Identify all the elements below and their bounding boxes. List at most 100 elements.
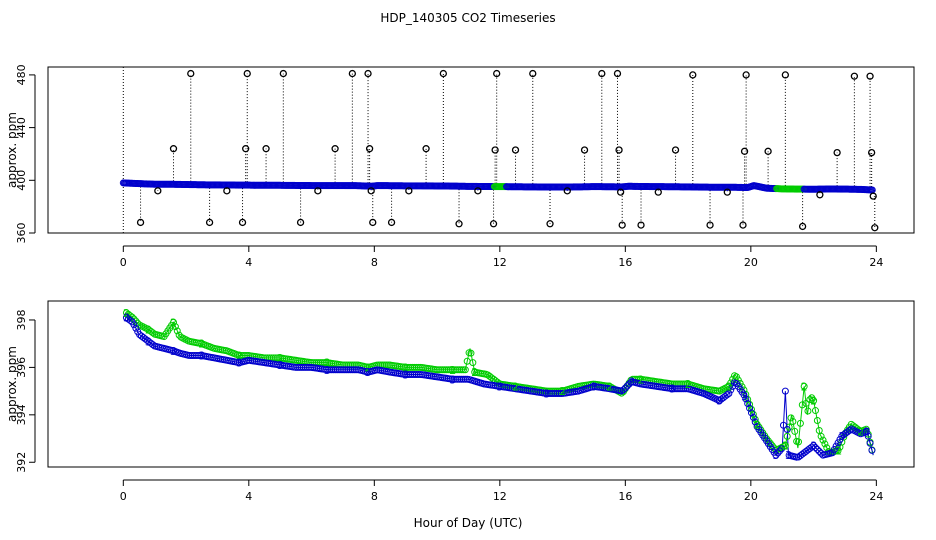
bottom-y-axis-title: approx. ppm — [5, 346, 19, 422]
top-spike-point — [187, 69, 195, 78]
top-spike-point — [243, 69, 251, 78]
bottom-y-tick-label: 398 — [15, 309, 28, 330]
bottom-series-3-label: 3 — [365, 366, 372, 379]
bottom-series-circles — [122, 309, 876, 461]
top-y-tick-label: 400 — [15, 170, 28, 191]
top-spike-point — [223, 187, 231, 195]
figure-title: HDP_140305 CO2 Timeseries — [380, 11, 555, 25]
bottom-series-3-label: 3 — [772, 449, 779, 462]
bottom-series-3-label: 3 — [590, 380, 597, 393]
bottom-series-2-point — [149, 329, 157, 337]
bottom-series-2-label: 2 — [471, 366, 478, 379]
x-axis-title: Hour of Day (UTC) — [414, 516, 523, 530]
top-spike-point — [613, 69, 622, 78]
bottom-series-3-point — [751, 418, 759, 426]
bottom-series-3-label: 3 — [236, 357, 243, 370]
top-x-tick-label: 24 — [869, 256, 883, 269]
top-spike-points — [136, 69, 879, 232]
top-spike-point — [296, 218, 305, 227]
bottom-series-2-point — [800, 382, 808, 390]
bottom-x-tick-label: 20 — [744, 490, 758, 503]
top-spike-point — [739, 221, 747, 229]
top-spike-point — [671, 146, 680, 154]
top-drop-lines — [122, 67, 876, 233]
bottom-series-3-label: 3 — [170, 345, 177, 358]
top-spike-point — [387, 218, 396, 227]
top-spike-point — [491, 146, 499, 154]
top-spike-point — [740, 147, 749, 155]
bottom-series-3-point — [783, 426, 791, 434]
bottom-series-3-point — [746, 404, 754, 412]
top-spike-point — [489, 220, 498, 228]
top-x-tick-label: 8 — [371, 256, 378, 269]
top-spike-point — [637, 221, 645, 229]
bottom-series-3-point — [830, 445, 838, 453]
bottom-series-3-point — [779, 421, 787, 429]
bottom-series-2-point — [791, 427, 799, 435]
bottom-series-3-point — [744, 400, 752, 408]
bottom-series-2-point — [796, 419, 804, 427]
top-spike-point — [422, 145, 430, 153]
bottom-series-3-point — [866, 439, 874, 447]
top-spike-point — [869, 192, 877, 200]
bottom-series-2-label: 2 — [324, 357, 331, 370]
top-spike-point — [781, 71, 790, 79]
bottom-x-axis: 0 4 8 12 16 20 24 — [120, 479, 883, 503]
top-spike-point — [615, 146, 623, 154]
top-spike-point — [742, 71, 750, 79]
top-spike-point — [238, 218, 247, 227]
bottom-series-2-label: 2 — [170, 316, 177, 329]
bottom-series-2-point — [469, 359, 477, 367]
bottom-series-3-label: 3 — [277, 359, 284, 372]
top-spike-point — [833, 148, 841, 157]
top-spike-point — [364, 69, 372, 78]
bottom-series-2-point — [802, 399, 810, 407]
top-y-axis: 360 400 440 480 — [15, 64, 36, 244]
top-spike-point — [563, 187, 571, 195]
bottom-series-2-label: 2 — [606, 380, 613, 393]
top-spike-point — [816, 191, 824, 199]
top-x-tick-label: 20 — [744, 256, 758, 269]
bottom-x-tick-label: 4 — [245, 490, 252, 503]
top-x-tick-label: 16 — [618, 256, 632, 269]
top-spike-point — [546, 220, 554, 228]
bottom-series-3-point — [815, 447, 823, 455]
bottom-series-3-point — [132, 324, 140, 332]
bottom-y-axis: 392 394 396 398 — [15, 309, 36, 473]
bottom-series-3-point — [772, 451, 780, 459]
bottom-series-3-point — [776, 447, 784, 455]
bottom-series-2-label: 2 — [236, 350, 243, 363]
bottom-series-3-point — [619, 386, 627, 394]
bottom-series-3-point — [742, 395, 750, 403]
top-spike-point — [850, 72, 859, 80]
bottom-series-2-label: 2 — [145, 323, 152, 336]
bottom-series-3-point — [810, 442, 818, 450]
bottom-series-2-label: 2 — [638, 373, 645, 386]
top-spike-point — [154, 187, 162, 195]
bottom-series-2-point — [806, 396, 814, 404]
top-x-tick-label: 0 — [120, 256, 127, 269]
bottom-series-3-label: 3 — [838, 430, 845, 443]
top-spike-point — [136, 218, 145, 227]
bottom-series-3-label: 3 — [628, 376, 635, 389]
bottom-series-2-label: 2 — [449, 364, 456, 377]
top-spike-point — [866, 72, 874, 80]
bottom-series-3-point — [149, 341, 157, 349]
bottom-series-2-label: 2 — [801, 380, 808, 393]
bottom-series-3-label: 3 — [402, 369, 409, 382]
bottom-series-2-label: 2 — [810, 395, 817, 408]
bottom-series-2-point — [461, 366, 469, 374]
top-spike-point — [455, 220, 463, 228]
bottom-series-2-point — [789, 417, 797, 425]
bottom-series-2-point — [783, 432, 791, 440]
bottom-series-2-point — [467, 349, 475, 357]
top-spike-point — [654, 188, 662, 196]
bottom-series-3-point — [811, 444, 819, 452]
bottom-series-3-label: 3 — [496, 380, 503, 393]
bottom-series-2-point — [821, 440, 829, 448]
bottom-series-2-label: 2 — [725, 380, 732, 393]
bottom-series-3-point — [778, 445, 786, 453]
top-spike-point — [331, 145, 339, 153]
